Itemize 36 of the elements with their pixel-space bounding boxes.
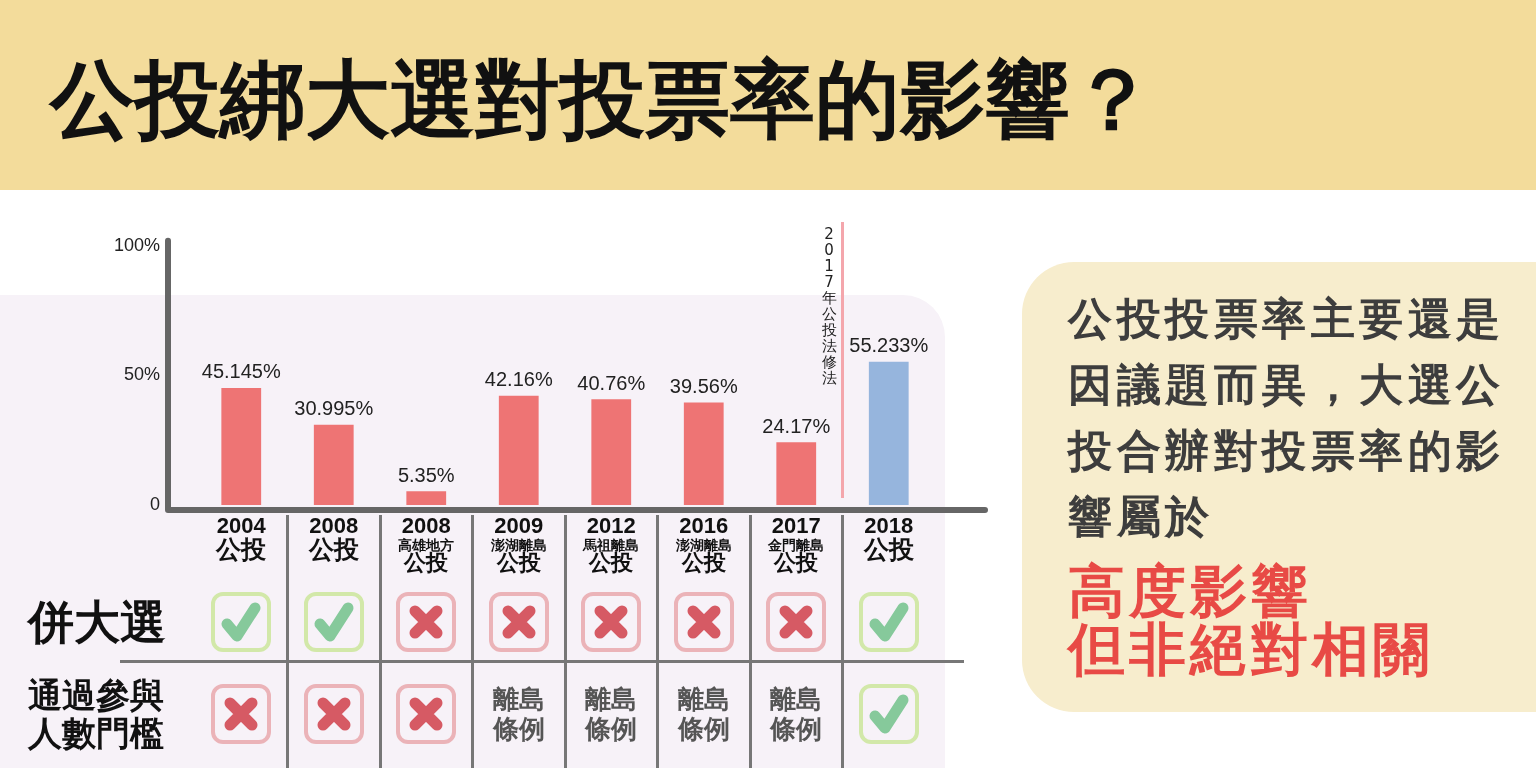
data-label: 42.16%: [484, 368, 553, 391]
text: 離島條例: [768, 684, 824, 744]
x-tick-label: 2008 公投: [307, 513, 359, 564]
bar: [498, 395, 539, 505]
text: 通過參與人數門檻: [28, 675, 165, 753]
bar: [868, 361, 909, 505]
chart-title: 公投綁大選對投票率的影響？: [50, 52, 1155, 149]
data-label: 5.35%: [397, 463, 455, 486]
x-tick-label: 2018 公投: [862, 513, 914, 564]
text: 2017年公投法修法: [821, 225, 837, 387]
data-label: 24.17%: [762, 414, 831, 437]
bar: [776, 442, 817, 505]
x-tick-label: 2016 澎湖離島公投: [674, 513, 732, 575]
text: 併大選: [28, 594, 166, 651]
text: 離島條例: [676, 684, 731, 744]
x-tick-label: 2008 高雄地方公投: [398, 513, 455, 575]
bar: [313, 424, 354, 505]
data-label: 30.995%: [294, 397, 374, 420]
x-tick-label: 2017 金門離島公投: [767, 513, 825, 575]
y-tick-label: 50%: [123, 364, 160, 385]
y-tick-label: 100%: [113, 234, 160, 255]
data-label: 45.145%: [201, 360, 281, 383]
bar: [591, 399, 632, 505]
data-label: 55.233%: [849, 334, 929, 357]
data-label: 39.56%: [669, 374, 738, 397]
x-tick-label: 2009 澎湖離島公投: [489, 513, 547, 575]
data-label: 40.76%: [577, 371, 646, 394]
bar: [221, 387, 262, 505]
bar: [406, 491, 447, 505]
text: 離島條例: [583, 684, 639, 744]
text: 公投投票率主要還是因議題而異，大選公投合辦對投票率的影響屬於: [1068, 292, 1506, 544]
text: 離島條例: [491, 684, 546, 744]
bar: [683, 402, 724, 505]
x-tick-label: 2004 公投: [215, 513, 267, 564]
x-tick-label: 2012 馬祖離島公投: [582, 513, 640, 575]
y-tick-label: 0: [149, 493, 160, 514]
